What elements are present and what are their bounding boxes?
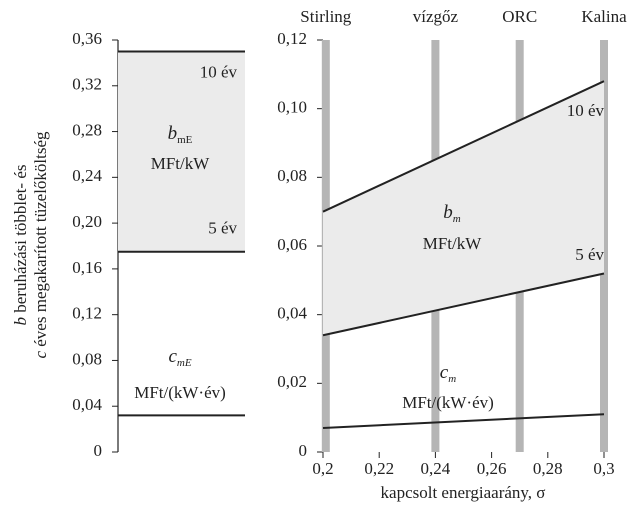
technology-label: vízgőz [413, 7, 459, 26]
subscript: mE [177, 357, 192, 369]
annotation-unit: MFt/(kW·év) [134, 383, 226, 402]
series-line [322, 413, 605, 429]
y-axis-label: b beruházási többlet- és [11, 165, 30, 326]
y-tick-label: 0,32 [72, 75, 102, 94]
label-text: éves megakarított tüzelőköltség [31, 131, 50, 351]
series-line [322, 272, 605, 337]
annotation-unit: MFt/kW [423, 234, 483, 253]
annotation: bmE [168, 123, 193, 145]
label-text: beruházási többlet- és [11, 165, 30, 317]
y-tick-label: 0,28 [72, 120, 102, 139]
band-fill [118, 51, 245, 252]
y-tick-label: 0,36 [72, 29, 102, 48]
symbol: b [11, 317, 30, 326]
technology-label: Kalina [581, 7, 627, 26]
symbol: b [168, 123, 178, 144]
symbol: b [443, 202, 453, 223]
y-tick-label: 0,16 [72, 258, 102, 277]
annotation: bm [443, 202, 461, 224]
y-axis-label: c éves megakarított tüzelőköltség [31, 131, 50, 359]
y-tick-label: 0,10 [277, 98, 307, 117]
annotation-unit: MFt/kW [151, 154, 211, 173]
y-tick-label: 0,06 [277, 235, 307, 254]
y-tick-label: 0,04 [277, 304, 307, 323]
y-tick-label: 0,12 [277, 29, 307, 48]
line-label: 10 év [200, 62, 238, 81]
y-tick-label: 0,02 [277, 372, 307, 391]
y-tick-label: 0,04 [72, 395, 102, 414]
symbol: c [440, 362, 449, 383]
line-label: 5 év [208, 219, 237, 238]
x-tick-label: 0,2 [312, 459, 333, 478]
line-label: 10 év [567, 101, 605, 120]
y-tick-label: 0 [299, 441, 308, 460]
line-label: 5 év [575, 245, 604, 264]
x-tick-label: 0,28 [533, 459, 563, 478]
technology-label: ORC [502, 7, 537, 26]
annotation: cm [440, 362, 456, 384]
x-tick-label: 0,24 [421, 459, 451, 478]
technology-label: Stirling [300, 7, 352, 26]
y-tick-label: 0,12 [72, 304, 102, 323]
annotation: cmE [168, 346, 191, 368]
y-tick-label: 0,20 [72, 212, 102, 231]
y-tick-label: 0 [94, 441, 103, 460]
subscript: mE [177, 134, 193, 146]
x-tick-label: 0,26 [477, 459, 507, 478]
subscript: m [448, 373, 456, 385]
y-tick-label: 0,08 [72, 349, 102, 368]
symbol: c [168, 346, 177, 367]
series-line [322, 80, 605, 213]
y-tick-label: 0,24 [72, 166, 102, 185]
x-axis-label: kapcsolt energiaarány, σ [381, 483, 546, 502]
y-tick-label: 0,08 [277, 166, 307, 185]
x-tick-label: 0,22 [364, 459, 394, 478]
annotation-unit: MFt/(kW·év) [402, 393, 494, 412]
subscript: m [453, 213, 461, 225]
band-fill [323, 81, 604, 336]
x-tick-label: 0,3 [593, 459, 614, 478]
symbol: c [31, 351, 50, 359]
